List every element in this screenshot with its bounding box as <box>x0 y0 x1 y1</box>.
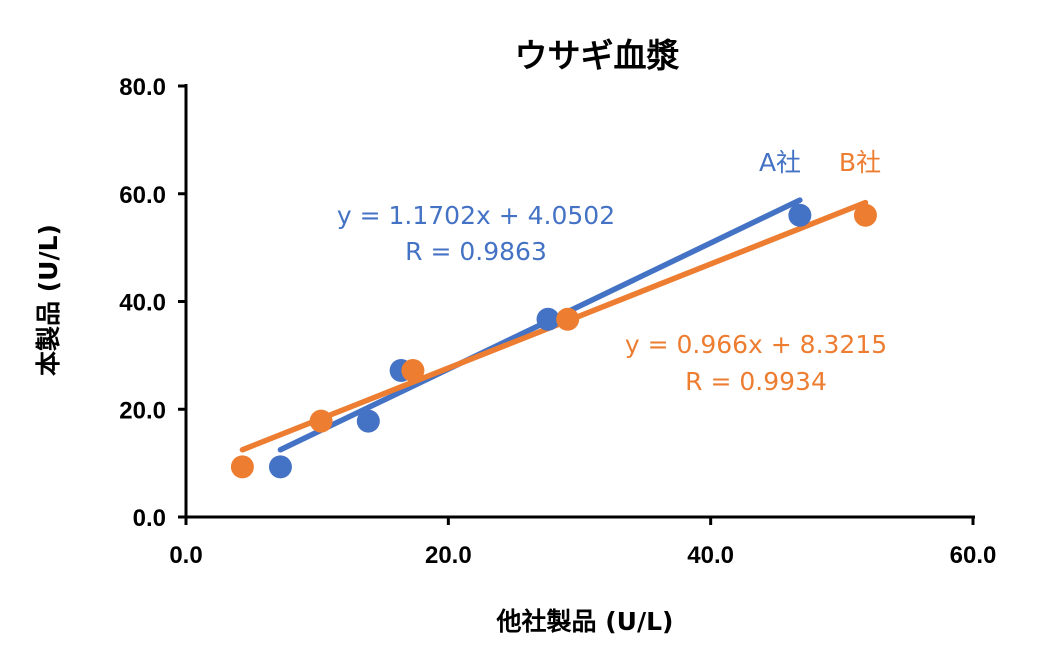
x-tick-label: 40.0 <box>687 542 734 569</box>
chart-title: ウサギ血漿 <box>515 36 680 75</box>
y-tick-label: 20.0 <box>119 397 166 424</box>
equation-series-b: y = 0.966x + 8.3215 <box>625 330 887 359</box>
r-value-series-b: R = 0.9934 <box>685 367 827 396</box>
x-tick-label: 60.0 <box>950 542 997 569</box>
data-point-series-a <box>268 455 292 479</box>
y-tick-label: 60.0 <box>119 182 166 209</box>
data-point-series-b <box>401 358 425 382</box>
x-axis-title: 他社製品 (U/L) <box>496 607 674 636</box>
y-tick-label: 80.0 <box>119 74 166 101</box>
legend-label-series-b: B社 <box>839 148 881 177</box>
data-point-series-a <box>356 409 380 433</box>
y-tick-label: 40.0 <box>119 290 166 317</box>
data-point-series-b <box>309 409 333 433</box>
data-point-series-a <box>536 307 560 331</box>
data-points <box>230 203 877 479</box>
x-tick-label: 20.0 <box>425 542 472 569</box>
y-tick-label: 0.0 <box>133 505 166 532</box>
legend-label-series-a: A社 <box>759 148 801 177</box>
data-point-series-b <box>556 307 580 331</box>
x-tick-label: 0.0 <box>169 542 202 569</box>
x-axis-ticks: 0.0 20.0 40.0 60.0 <box>169 517 996 569</box>
data-point-series-a <box>788 203 812 227</box>
r-value-series-a: R = 0.9863 <box>405 237 547 266</box>
y-axis-title: 本製品 (U/L) <box>34 224 63 376</box>
plot-area: 0.0 20.0 40.0 60.0 80.0 0.0 20.0 40.0 60.0 <box>119 74 996 569</box>
data-point-series-b <box>230 455 254 479</box>
data-point-series-b <box>853 203 877 227</box>
y-axis-ticks: 0.0 20.0 40.0 60.0 80.0 <box>119 74 186 532</box>
equation-series-a: y = 1.1702x + 4.0502 <box>337 201 615 230</box>
